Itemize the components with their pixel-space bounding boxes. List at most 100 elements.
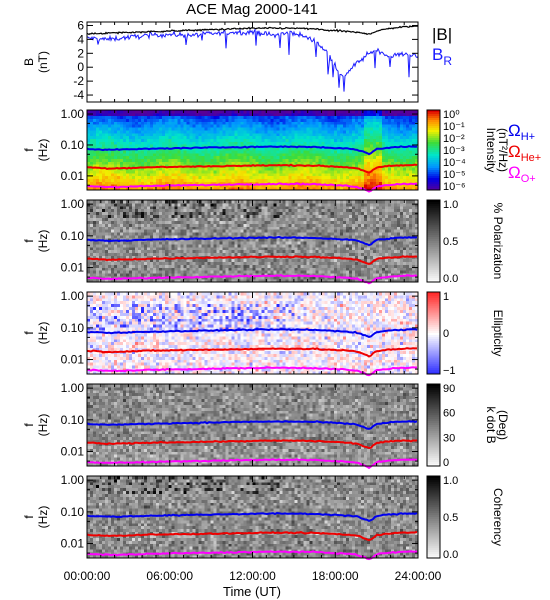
- colorbar-unit: (Deg): [496, 410, 510, 440]
- colorbar-tick-label: 10⁰: [443, 109, 460, 121]
- colorbar-title: Ellipticity: [491, 310, 505, 357]
- y-tick-label: 1.00: [61, 289, 85, 303]
- y-tick-label: 0: [77, 60, 84, 74]
- colorbar-tick-label: 0.0: [443, 549, 458, 561]
- x-axis-label: Time (UT): [223, 584, 281, 599]
- x-tick-label: 18:00:00: [312, 569, 359, 583]
- b-radial-trace: [86, 27, 419, 92]
- spectrogram-cells: [87, 476, 419, 559]
- y-tick-label: -2: [73, 74, 84, 88]
- y-tick-label: 2: [77, 46, 84, 60]
- gyro-legend: ΩH+ΩHe+ΩO+: [508, 121, 541, 185]
- colorbar-tick-label: 90: [443, 383, 455, 395]
- y-tick-label: 4: [77, 32, 84, 46]
- colorbar-label: Ellipticity: [491, 310, 505, 357]
- legend-subscript: R: [443, 54, 452, 68]
- x-tick-label: 00:00:00: [64, 569, 111, 583]
- gyro-line-Hplus: [86, 511, 418, 523]
- legend-b-radial: BR: [432, 45, 452, 68]
- colorbar-tick-label: 0.0: [443, 273, 458, 285]
- spectral-panel-ellipticity: 1.00 0.10 0.01 f (Hz) 1 0 −1 Ellipticity: [22, 289, 505, 377]
- colorbar-title: Coherency: [491, 488, 505, 546]
- colorbar-tick-label: 0: [443, 457, 449, 469]
- colorbar-tick-label: 30: [443, 432, 455, 444]
- y-axis-title: f (Hz): [22, 322, 50, 345]
- y-tick-label: 0.10: [61, 321, 85, 335]
- spectrogram-cells: [87, 292, 419, 375]
- x-tick-label: 06:00:00: [146, 569, 193, 583]
- figure-title: ACE Mag 2000-141: [186, 1, 318, 18]
- colorbar-label: k dot B: [484, 406, 498, 443]
- x-tick-label: 24:00:00: [395, 569, 442, 583]
- gyro-line-Heplus: [86, 530, 418, 542]
- gyro-line-Heplus: [86, 347, 417, 358]
- colorbar-tick-label: 60: [443, 408, 455, 420]
- y-tick-label: 0.01: [61, 445, 85, 459]
- colorbar-frame: [426, 383, 441, 467]
- y-axis-title: f (Hz): [22, 230, 50, 253]
- x-ticks: [86, 292, 419, 374]
- colorbar-unit: (nT²/Hz): [496, 128, 510, 172]
- y-tick-label: 1.00: [61, 473, 85, 487]
- colorbar-polarization: 1.0 0.5 0.0 % Polarization: [426, 199, 505, 285]
- spectrogram-cells: [87, 200, 419, 283]
- colorbar-frame: [426, 475, 441, 559]
- gyro-legend-entry: ΩHe+: [508, 142, 541, 164]
- colorbar-tick-label: 0: [443, 328, 449, 340]
- x-tick-label: 12:00:00: [229, 569, 276, 583]
- y-axis-label: f: [22, 239, 36, 243]
- y-axis-label: f: [22, 148, 36, 152]
- y-axis-unit: (Hz): [36, 230, 50, 253]
- colorbar-tick-label: 1.0: [443, 199, 458, 211]
- x-ticks: [86, 22, 419, 102]
- colorbar-frame: [426, 199, 441, 283]
- gyro-line-Hplus: [87, 235, 418, 247]
- y-tick-label: 6: [77, 18, 84, 32]
- y-axis-label: f: [22, 331, 36, 335]
- gyro-line-Hplus: [86, 145, 418, 156]
- y-axis-label: f: [22, 515, 36, 519]
- y-tick-label: 0.10: [61, 505, 85, 519]
- x-tick-labels: 00:00:00 06:00:00 12:00:00 18:00:00 24:00:00: [64, 569, 442, 583]
- colorbar-tick-label: 1: [443, 291, 449, 303]
- colorbar-label: Coherency: [491, 488, 505, 546]
- gyro-legend-subscript: He+: [521, 152, 542, 164]
- colorbar-coherency: 1.0 0.5 0.0 Coherency: [426, 475, 505, 561]
- colorbar-tick-label: 0.5: [443, 512, 458, 524]
- colorbar-tick-label: 10⁻⁵: [443, 169, 466, 181]
- y-axis-unit: (Hz): [36, 414, 50, 437]
- colorbar-tick-label: 10⁻¹: [443, 121, 465, 133]
- colorbar-tick-label: 10⁻⁴: [443, 157, 466, 169]
- y-tick-label: 0.01: [61, 353, 85, 367]
- y-tick-label: 1.00: [61, 381, 85, 395]
- y-tick-label: 0.01: [61, 537, 85, 551]
- spectrogram-cells: [87, 110, 419, 191]
- colorbar-label: % Polarization: [491, 203, 505, 280]
- colorbar-title: % Polarization: [491, 203, 505, 280]
- spectral-panel-polarization: 1.00 0.10 0.01 f (Hz) 1.0 0.5 0.0 % Polarization: [22, 197, 505, 285]
- y-axis-unit: (Hz): [36, 322, 50, 345]
- legend-b-total: |B|: [432, 25, 452, 44]
- gyro-legend-entry: ΩH+: [508, 121, 535, 143]
- gyro-legend-subscript: H+: [521, 131, 535, 143]
- y-axis-label: f: [22, 423, 36, 427]
- colorbar-tick-label: 10⁻²: [443, 133, 465, 145]
- colorbar-tick-label: −1: [443, 365, 456, 377]
- colorbar-frame: [426, 109, 441, 191]
- y-axis-title: f (Hz): [22, 139, 50, 162]
- y-axis-unit: (nT): [36, 51, 50, 73]
- y-axis-label: B: [22, 58, 36, 66]
- gyro-legend-entry: ΩO+: [508, 163, 536, 185]
- y-tick-label: 1.00: [61, 107, 85, 121]
- y-axis-title: B (nT): [22, 51, 50, 73]
- x-ticks: [86, 110, 419, 190]
- colorbar-tick-label: 0.5: [443, 236, 458, 248]
- y-tick-label: -4: [73, 88, 84, 102]
- colorbar-ellipticity: 1 0 −1 Ellipticity: [426, 291, 505, 377]
- gyro-line-Heplus: [86, 439, 418, 450]
- y-axis-unit: (Hz): [36, 506, 50, 529]
